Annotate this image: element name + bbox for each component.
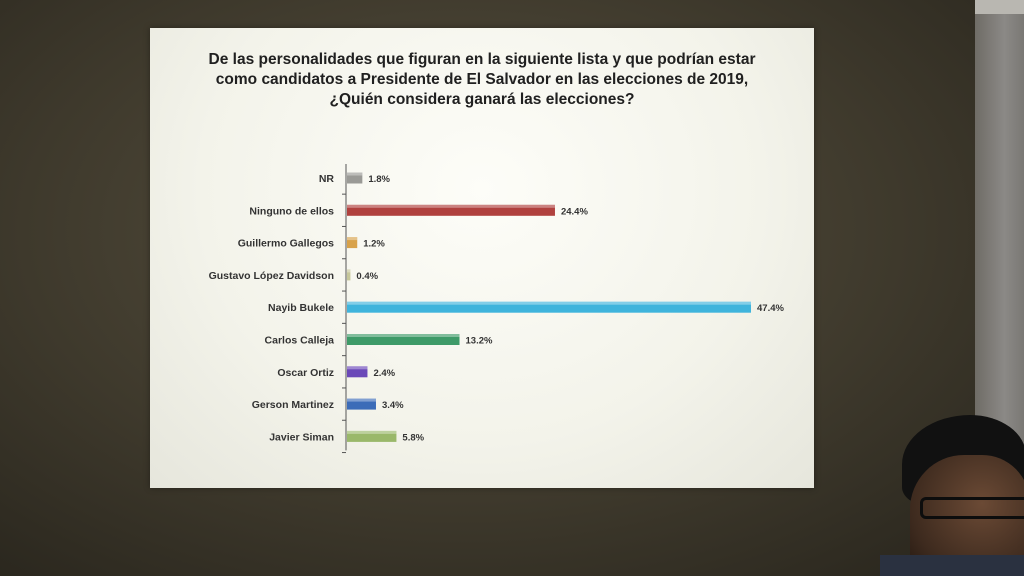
category-label-nayib-bukele: Nayib Bukele xyxy=(268,302,334,314)
category-label-ninguno-de-ellos: Ninguno de ellos xyxy=(249,205,334,217)
bar-ninguno-de-ellos xyxy=(347,204,555,216)
bar-highlight-oscar-ortiz xyxy=(347,366,368,370)
title-line-1: De las personalidades que figuran en la … xyxy=(208,51,756,68)
bar-highlight-ninguno-de-ellos xyxy=(347,204,555,208)
bar-highlight-guillermo-gallegos xyxy=(347,237,358,241)
category-label-carlos-calleja: Carlos Calleja xyxy=(265,335,335,347)
value-label-ninguno-de-ellos: 24.4% xyxy=(561,206,588,217)
bar-gerson-martinez xyxy=(347,398,376,410)
person-glasses xyxy=(920,497,1024,519)
value-label-gerson-martinez: 3.4% xyxy=(382,400,404,411)
wall-light-strip xyxy=(975,0,1024,14)
bar-nr xyxy=(347,172,363,184)
category-label-javier-siman: Javier Siman xyxy=(269,431,334,443)
category-label-gustavo-lopez-davidson: Gustavo López Davidson xyxy=(209,270,334,282)
value-label-nr: 1.8% xyxy=(368,174,390,185)
category-label-guillermo-gallegos: Guillermo Gallegos xyxy=(238,238,334,250)
value-label-oscar-ortiz: 2.4% xyxy=(373,368,395,379)
bar-carlos-calleja xyxy=(347,334,460,345)
value-label-guillermo-gallegos: 1.2% xyxy=(363,239,385,250)
bar-javier-siman xyxy=(347,430,397,442)
projected-slide: De las personalidades que figuran en la … xyxy=(150,28,814,488)
category-label-nr: NR xyxy=(319,173,335,185)
value-label-javier-siman: 5.8% xyxy=(402,432,424,443)
category-label-oscar-ortiz: Oscar Ortiz xyxy=(277,367,334,379)
bar-gustavo-lopez-davidson xyxy=(347,269,351,281)
title-line-3: ¿Quién considera ganará las elecciones? xyxy=(329,91,635,108)
bar-chart: NR 1.8% Ninguno de ellos 24.4% Guillermo Gal… xyxy=(209,164,784,454)
bar-highlight-nr xyxy=(347,172,363,176)
category-label-gerson-martinez: Gerson Martinez xyxy=(252,399,334,411)
person-shirt xyxy=(880,555,1024,576)
value-label-carlos-calleja: 13.2% xyxy=(466,336,493,347)
value-label-gustavo-lopez-davidson: 0.4% xyxy=(356,271,378,282)
bar-highlight-nayib-bukele xyxy=(347,301,751,305)
chart-title: De las personalidades que figuran en la … xyxy=(150,50,814,110)
value-label-nayib-bukele: 47.4% xyxy=(757,303,784,314)
bar-highlight-javier-siman xyxy=(347,430,397,434)
bar-highlight-gerson-martinez xyxy=(347,398,376,402)
bar-oscar-ortiz xyxy=(347,366,368,378)
bar-highlight-carlos-calleja xyxy=(347,334,460,337)
bar-guillermo-gallegos xyxy=(347,237,358,249)
audience-person xyxy=(880,405,1024,576)
bar-highlight-gustavo-lopez-davidson xyxy=(347,269,351,273)
title-line-2: como candidatos a Presidente de El Salva… xyxy=(215,71,749,88)
bar-nayib-bukele xyxy=(347,301,751,313)
